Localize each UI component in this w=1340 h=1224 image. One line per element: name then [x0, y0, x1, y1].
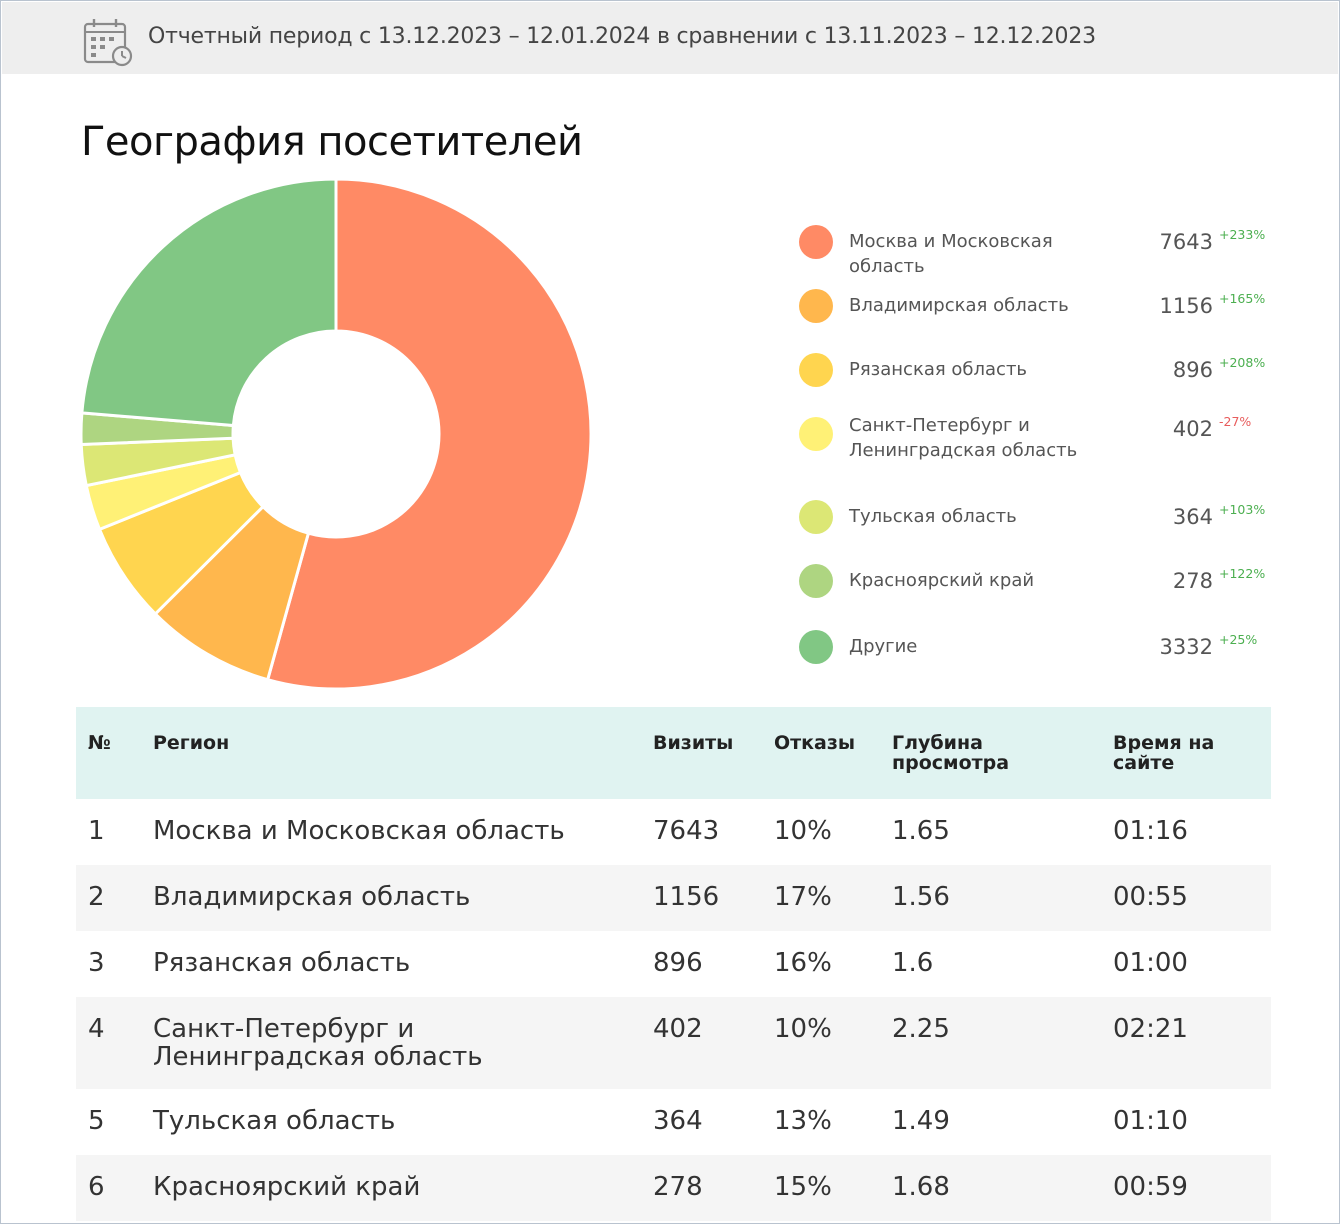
legend-label: Другие: [849, 636, 918, 657]
cell-time: 02:21: [1113, 1014, 1188, 1044]
legend-change: +103%: [1219, 502, 1266, 517]
cell-bounce: 10%: [774, 1014, 832, 1044]
regions-table: № Регион Визиты Отказы Глубина просмотра…: [76, 707, 1271, 1221]
table-row: 3 Рязанская область 896 16% 1.6 01:00: [76, 931, 1271, 997]
cell-time: 00:59: [1113, 1172, 1188, 1202]
table-row: 4 Санкт-Петербург и Ленинградская область…: [76, 997, 1271, 1089]
legend-item: Рязанская область 896 +208%: [791, 345, 1281, 405]
legend-change: +25%: [1219, 632, 1258, 647]
legend-label: Санкт-Петербург и Ленинградская область: [849, 415, 1078, 461]
legend-item: Красноярский край 278 +122%: [791, 556, 1281, 616]
legend-value: 1156: [1159, 294, 1213, 318]
cell-visits: 896: [653, 948, 703, 978]
header-visits: Визиты: [653, 732, 734, 754]
cell-bounce: 13%: [774, 1106, 832, 1136]
cell-depth: 1.65: [892, 816, 950, 846]
cell-no: 3: [88, 948, 105, 978]
cell-region: Москва и Московская область: [153, 816, 565, 846]
header-depth: Глубина просмотра: [892, 732, 1010, 774]
table-header: № Регион Визиты Отказы Глубина просмотра…: [76, 707, 1271, 799]
calendar-clock-icon: [83, 19, 133, 67]
table-row: 2 Владимирская область 1156 17% 1.56 00:55: [76, 865, 1271, 931]
table-row: 5 Тульская область 364 13% 1.49 01:10: [76, 1089, 1271, 1155]
legend-value: 7643: [1159, 230, 1213, 254]
cell-region: Красноярский край: [153, 1172, 421, 1202]
legend-label: Москва и Московская область: [849, 231, 1053, 277]
legend-label: Красноярский край: [849, 570, 1035, 591]
legend-item: Москва и Московская область 7643 +233%: [791, 217, 1281, 277]
legend-value: 364: [1172, 505, 1213, 529]
header-no: №: [88, 732, 111, 754]
legend-change: +233%: [1219, 227, 1266, 242]
legend-color-dot: [799, 630, 833, 664]
cell-no: 4: [88, 1014, 105, 1044]
cell-no: 1: [88, 816, 105, 846]
section-title: География посетителей: [81, 119, 583, 165]
header-bounce: Отказы: [774, 732, 856, 754]
cell-visits: 402: [653, 1014, 703, 1044]
table-body: 1 Москва и Московская область 7643 10% 1.65 0…: [76, 799, 1271, 1221]
legend-item: Тульская область 364 +103%: [791, 492, 1281, 552]
legend-color-dot: [799, 225, 833, 259]
table-row: 1 Москва и Московская область 7643 10% 1.65 0…: [76, 799, 1271, 865]
donut-slice-1: [265, 177, 593, 691]
cell-region: Владимирская область: [153, 882, 471, 912]
cell-region: Санкт-Петербург и Ленинградская область: [153, 1014, 483, 1072]
chart-legend: Москва и Московская область 7643 +233% Влад…: [791, 217, 1291, 677]
legend-label: Тульская область: [849, 506, 1017, 527]
cell-region: Рязанская область: [153, 948, 411, 978]
cell-no: 5: [88, 1106, 105, 1136]
header-region: Регион: [153, 732, 230, 754]
legend-change: +208%: [1219, 355, 1266, 370]
cell-time: 01:10: [1113, 1106, 1188, 1136]
donut-slice-7: [80, 177, 338, 428]
cell-bounce: 10%: [774, 816, 832, 846]
header-time: Время на сайте: [1113, 732, 1215, 774]
legend-color-dot: [799, 564, 833, 598]
period-bar: Отчетный период с 13.12.2023 – 12.01.202…: [2, 2, 1338, 74]
legend-value: 896: [1172, 358, 1213, 382]
cell-depth: 1.56: [892, 882, 950, 912]
cell-depth: 2.25: [892, 1014, 950, 1044]
legend-value: 3332: [1159, 635, 1213, 659]
legend-change: -27%: [1219, 414, 1252, 429]
cell-depth: 1.49: [892, 1106, 950, 1136]
period-text: Отчетный период с 13.12.2023 – 12.01.202…: [148, 24, 1096, 49]
legend-change: +122%: [1219, 566, 1266, 581]
donut-chart: [79, 177, 593, 691]
table-row: 6 Красноярский край 278 15% 1.68 00:59: [76, 1155, 1271, 1221]
legend-label: Рязанская область: [849, 359, 1028, 380]
legend-item: Другие 3332 +25%: [791, 622, 1281, 682]
cell-no: 2: [88, 882, 105, 912]
cell-bounce: 15%: [774, 1172, 832, 1202]
legend-color-dot: [799, 417, 833, 451]
legend-label: Владимирская область: [849, 295, 1069, 316]
cell-depth: 1.68: [892, 1172, 950, 1202]
cell-visits: 1156: [653, 882, 720, 912]
legend-item: Владимирская область 1156 +165%: [791, 281, 1281, 341]
legend-change: +165%: [1219, 291, 1266, 306]
legend-color-dot: [799, 500, 833, 534]
cell-time: 00:55: [1113, 882, 1188, 912]
cell-bounce: 16%: [774, 948, 832, 978]
cell-time: 01:16: [1113, 816, 1188, 846]
cell-no: 6: [88, 1172, 105, 1202]
cell-visits: 7643: [653, 816, 720, 846]
legend-value: 278: [1172, 569, 1213, 593]
legend-color-dot: [799, 289, 833, 323]
cell-visits: 278: [653, 1172, 703, 1202]
cell-bounce: 17%: [774, 882, 832, 912]
legend-value: 402: [1172, 417, 1213, 441]
cell-depth: 1.6: [892, 948, 934, 978]
cell-time: 01:00: [1113, 948, 1188, 978]
cell-region: Тульская область: [153, 1106, 396, 1136]
legend-item: Санкт-Петербург и Ленинградская область 4…: [791, 409, 1281, 469]
legend-color-dot: [799, 353, 833, 387]
cell-visits: 364: [653, 1106, 703, 1136]
